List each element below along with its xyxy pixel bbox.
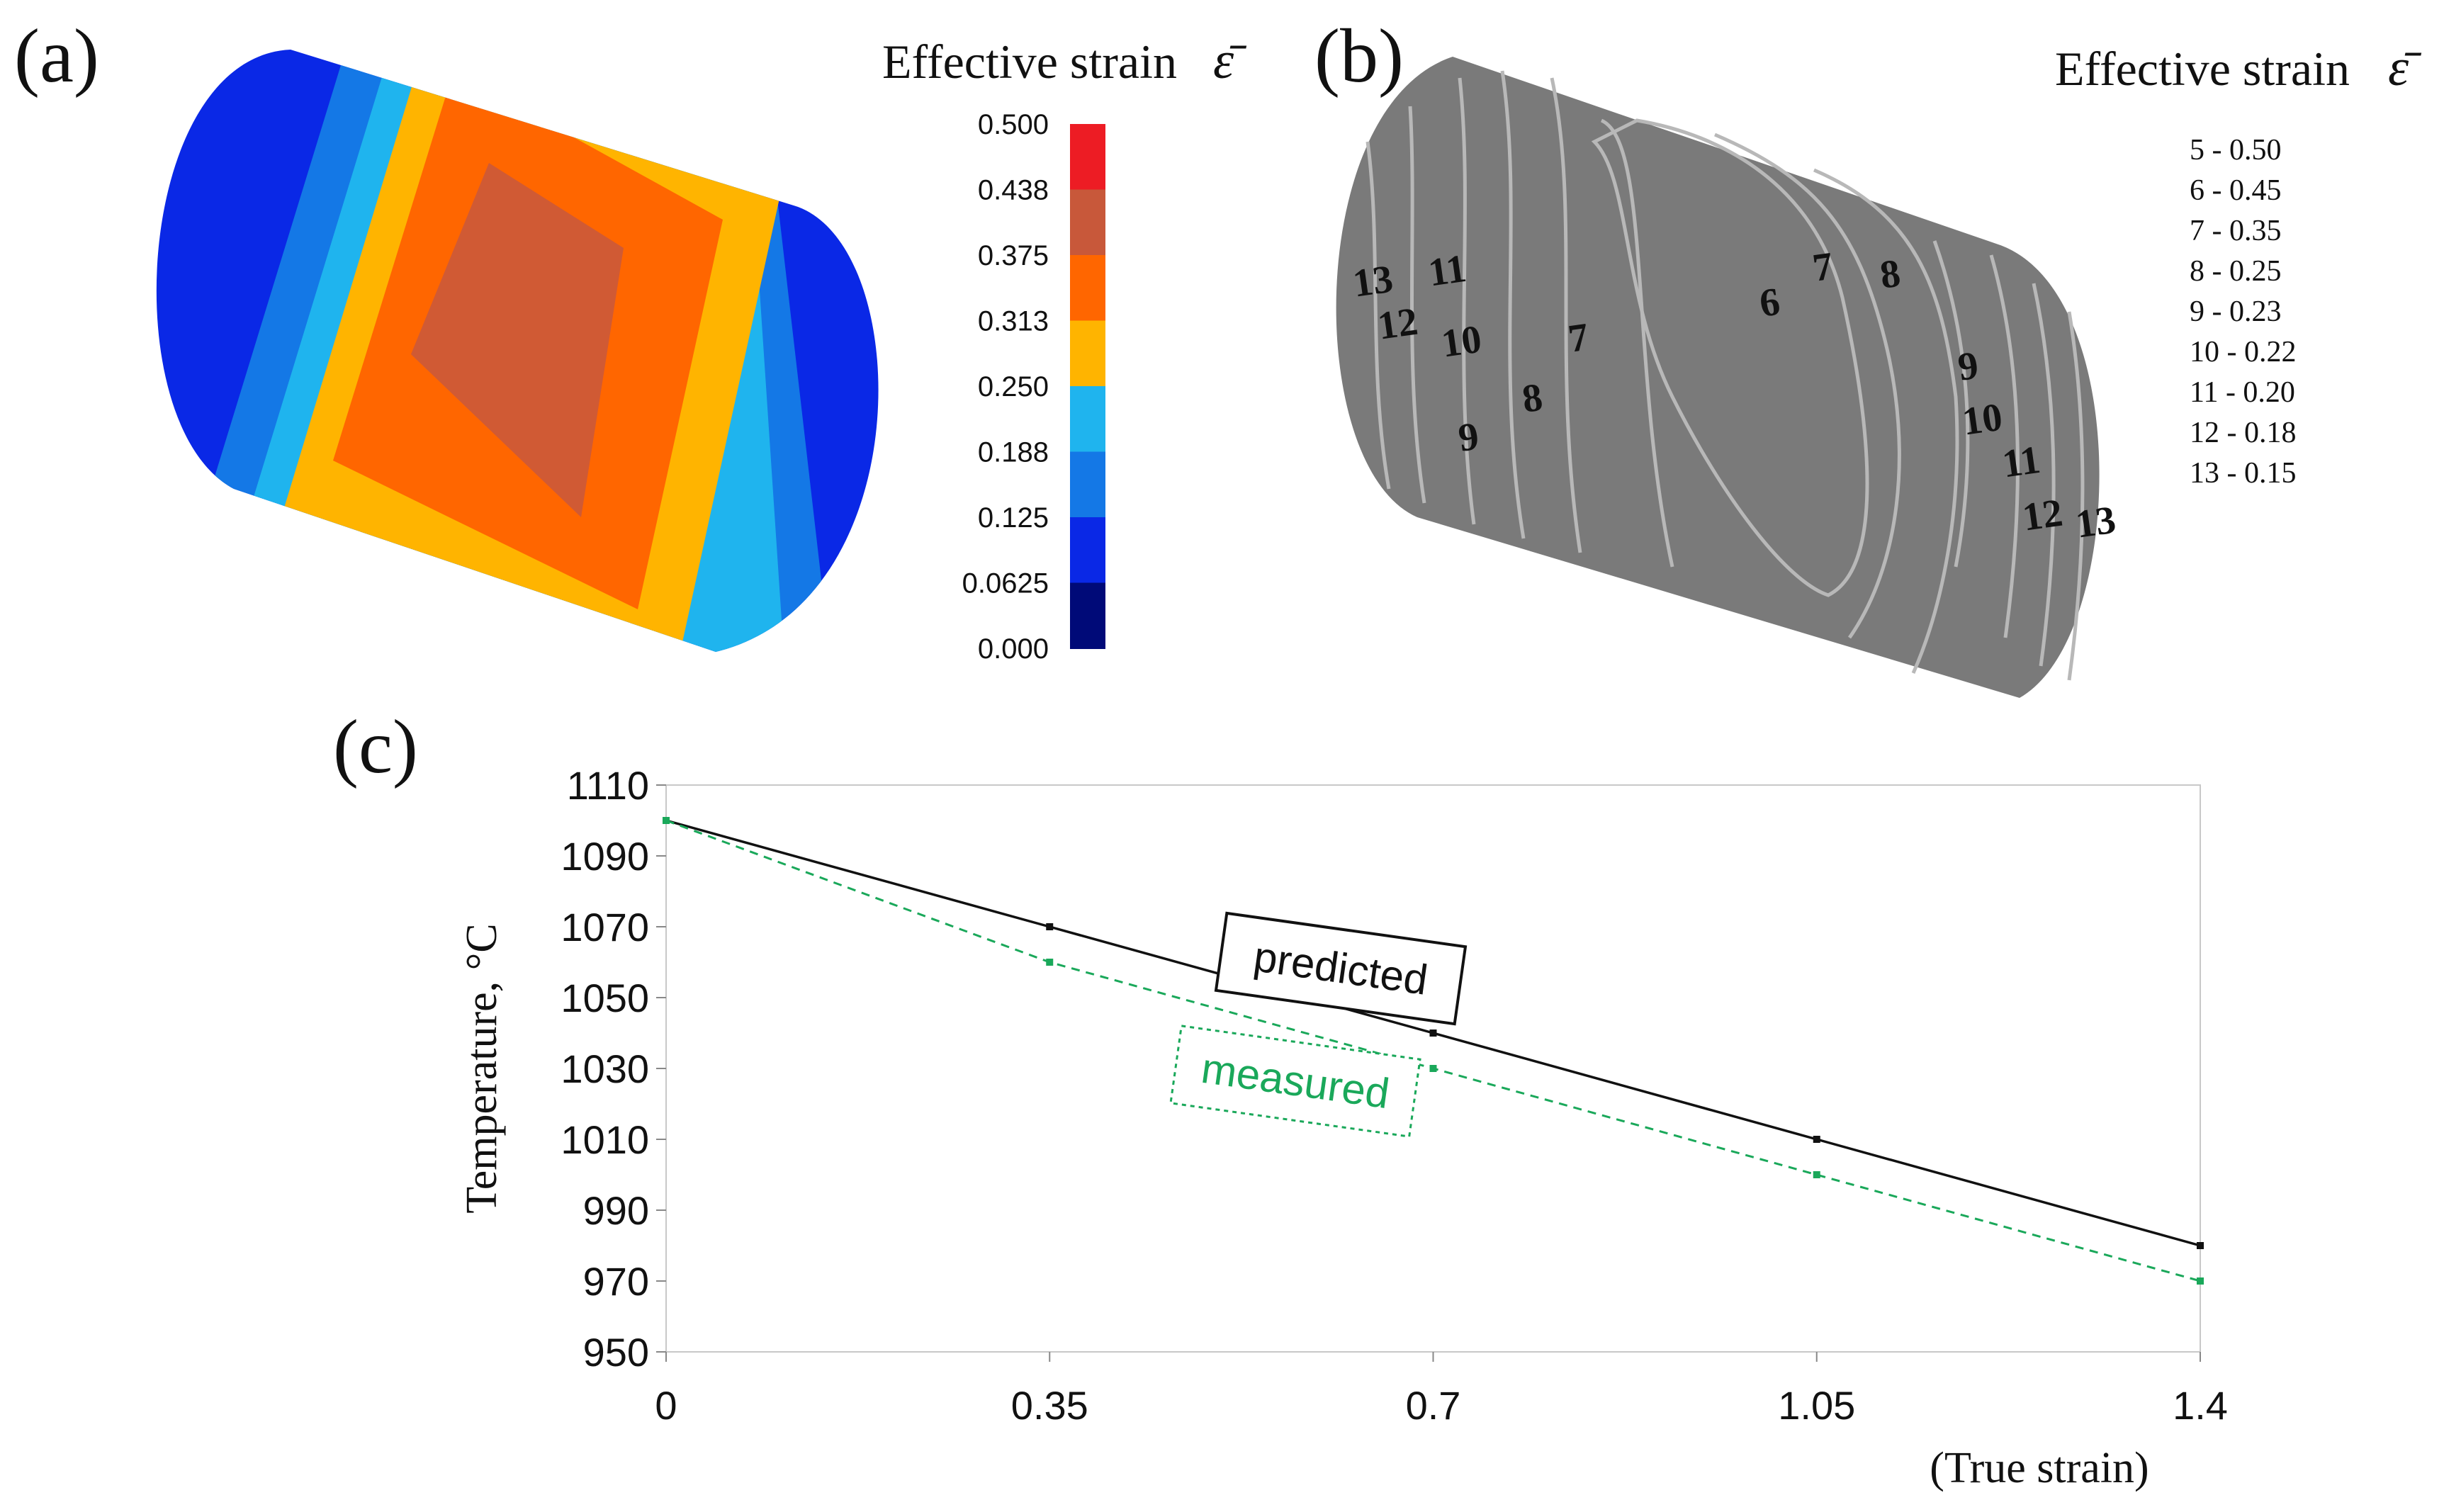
contour-label: 10 (1438, 317, 1484, 366)
panel-b-label: (b) (1314, 14, 1404, 98)
predicted-annotation-box (1214, 911, 1468, 1026)
y-tick-label: 1010 (561, 1117, 649, 1162)
legend-item: 5 - 0.50 (2190, 134, 2282, 167)
data-point-measured (663, 817, 670, 824)
x-tick-label: 0 (655, 1383, 677, 1428)
color-scale-bar: 0.500 0.438 0.375 0.313 0.250 0.188 0.125 0.062… (962, 109, 1105, 665)
contour-label: 12 (2020, 491, 2065, 540)
legend-item: 12 - 0.18 (2190, 417, 2297, 449)
strain-contour-map-a (156, 50, 879, 652)
y-axis: 1110 1090 1070 1050 1030 1010 990 970 950 (561, 763, 666, 1375)
color-scale-swatch (1070, 386, 1105, 453)
flow-lines (1365, 70, 2085, 681)
legend-item: 7 - 0.35 (2190, 215, 2282, 247)
data-point-predicted (2197, 1242, 2204, 1249)
cylinder-body (1336, 57, 2100, 698)
y-tick-label: 990 (583, 1188, 649, 1233)
legend-item: 9 - 0.23 (2190, 295, 2282, 328)
data-point-measured (1046, 959, 1054, 966)
color-scale-swatch (1070, 582, 1105, 649)
color-scale-tick: 0.375 (978, 240, 1049, 271)
data-point-measured (1813, 1171, 1820, 1178)
legend-title-a: Effective strain (882, 35, 1177, 89)
contour-legend-list: 5 - 0.50 6 - 0.45 7 - 0.35 8 - 0.25 9 - 0.23… (2190, 134, 2297, 490)
color-scale-swatch (1070, 189, 1105, 256)
y-tick-label: 1070 (561, 905, 649, 949)
color-scale-tick: 0.500 (978, 109, 1049, 140)
epsilon-bar-symbol-a: ε̄ (1213, 32, 1247, 90)
series-layer (663, 817, 2204, 1285)
legend-item: 11 - 0.20 (2190, 376, 2295, 409)
color-scale-tick: 0.250 (978, 371, 1049, 402)
x-axis-label: (True strain) (1930, 1444, 2149, 1492)
color-scale-swatch (1070, 255, 1105, 322)
legend-item: 10 - 0.22 (2190, 336, 2297, 368)
y-tick-label: 1030 (561, 1046, 649, 1091)
data-point-measured (2197, 1277, 2204, 1285)
color-scale-tick: 0.313 (978, 306, 1049, 337)
color-scale-swatch (1070, 124, 1105, 191)
panel-c-label: (c) (333, 705, 418, 789)
measured-annotation: measured (1169, 1025, 1421, 1138)
data-point-measured (1429, 1065, 1437, 1072)
color-scale-swatch (1070, 517, 1105, 584)
y-tick-label: 970 (583, 1259, 649, 1304)
x-axis: 0 0.35 0.7 1.05 1.4 (655, 1352, 2228, 1428)
color-scale-swatch (1070, 451, 1105, 518)
color-scale-tick: 0.125 (978, 502, 1049, 534)
data-point-predicted (1429, 1029, 1437, 1037)
color-scale-swatch (1070, 320, 1105, 387)
contour-label: 13 (1350, 257, 1395, 306)
contour-label: 11 (2000, 438, 2043, 487)
contour-label: 12 (1375, 300, 1420, 349)
contour-label: 13 (2073, 498, 2118, 547)
measured-annotation-box (1169, 1025, 1421, 1138)
color-scale-tick: 0.0625 (962, 568, 1049, 599)
y-tick-label: 1090 (561, 834, 649, 879)
y-tick-label: 1050 (561, 976, 649, 1020)
y-axis-label: Temperature, °C (458, 923, 506, 1214)
data-point-predicted (1046, 923, 1054, 930)
legend-item: 8 - 0.25 (2190, 255, 2282, 288)
y-tick-label: 950 (583, 1330, 649, 1375)
contour-label: 11 (1426, 247, 1469, 295)
predicted-annotation: predicted (1214, 911, 1468, 1026)
epsilon-bar-symbol-b: ε̄ (2388, 39, 2422, 97)
color-scale-tick: 0.438 (978, 175, 1049, 206)
data-point-predicted (1813, 1136, 1820, 1143)
color-scale-tick: 0.188 (978, 437, 1049, 468)
legend-item: 13 - 0.15 (2190, 457, 2297, 490)
x-tick-label: 0.35 (1011, 1383, 1088, 1428)
x-tick-label: 1.4 (2173, 1383, 2228, 1428)
legend-title-b: Effective strain (2055, 42, 2350, 96)
x-tick-label: 0.7 (1406, 1383, 1461, 1428)
etched-cylinder-b (1336, 57, 2100, 698)
color-scale-tick: 0.000 (978, 633, 1049, 665)
contour-label: 10 (1959, 395, 2005, 444)
y-tick-label: 1110 (567, 763, 649, 808)
panel-a-label: (a) (14, 14, 99, 98)
x-tick-label: 1.05 (1778, 1383, 1855, 1428)
contour-band-0375 (411, 163, 624, 517)
legend-item: 6 - 0.45 (2190, 174, 2282, 207)
